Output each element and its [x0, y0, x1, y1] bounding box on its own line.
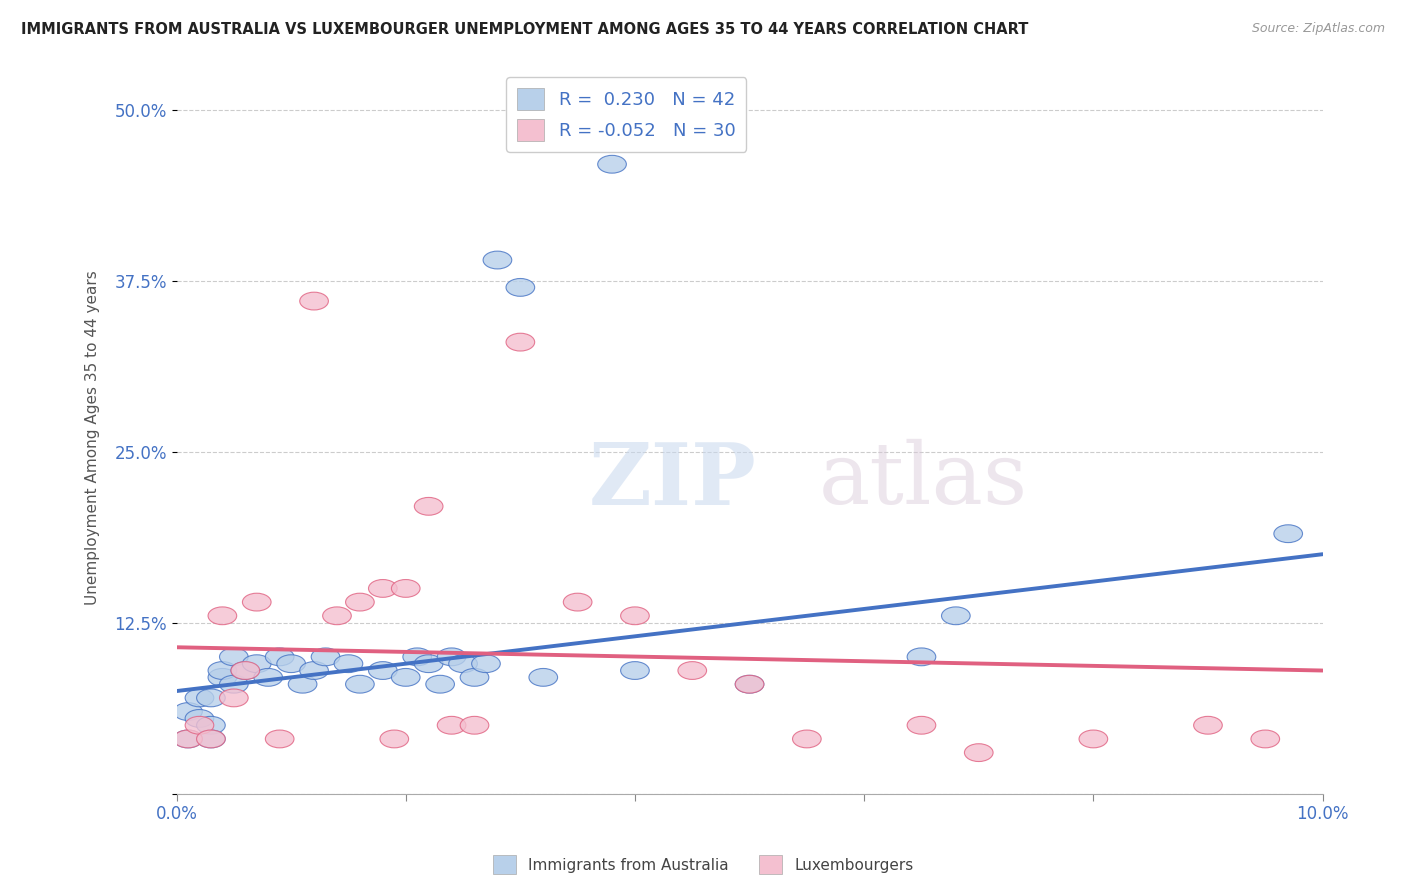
- Legend: Immigrants from Australia, Luxembourgers: Immigrants from Australia, Luxembourgers: [486, 849, 920, 880]
- Ellipse shape: [299, 293, 329, 310]
- Ellipse shape: [242, 655, 271, 673]
- Ellipse shape: [529, 668, 558, 686]
- Ellipse shape: [380, 730, 409, 747]
- Ellipse shape: [678, 662, 707, 680]
- Ellipse shape: [219, 675, 249, 693]
- Ellipse shape: [620, 662, 650, 680]
- Ellipse shape: [942, 607, 970, 624]
- Y-axis label: Unemployment Among Ages 35 to 44 years: Unemployment Among Ages 35 to 44 years: [86, 270, 100, 606]
- Ellipse shape: [219, 689, 249, 706]
- Ellipse shape: [197, 689, 225, 706]
- Ellipse shape: [254, 668, 283, 686]
- Ellipse shape: [449, 655, 478, 673]
- Ellipse shape: [1274, 524, 1302, 542]
- Text: atlas: atlas: [818, 439, 1028, 522]
- Legend: R =  0.230   N = 42, R = -0.052   N = 30: R = 0.230 N = 42, R = -0.052 N = 30: [506, 77, 747, 152]
- Text: IMMIGRANTS FROM AUSTRALIA VS LUXEMBOURGER UNEMPLOYMENT AMONG AGES 35 TO 44 YEARS: IMMIGRANTS FROM AUSTRALIA VS LUXEMBOURGE…: [21, 22, 1028, 37]
- Ellipse shape: [484, 252, 512, 268]
- Ellipse shape: [346, 675, 374, 693]
- Ellipse shape: [174, 730, 202, 747]
- Ellipse shape: [564, 593, 592, 611]
- Ellipse shape: [1251, 730, 1279, 747]
- Ellipse shape: [174, 730, 202, 747]
- Ellipse shape: [231, 662, 260, 680]
- Ellipse shape: [506, 334, 534, 351]
- Ellipse shape: [174, 703, 202, 721]
- Ellipse shape: [391, 668, 420, 686]
- Text: Source: ZipAtlas.com: Source: ZipAtlas.com: [1251, 22, 1385, 36]
- Text: ZIP: ZIP: [589, 439, 756, 523]
- Ellipse shape: [437, 648, 465, 665]
- Ellipse shape: [391, 580, 420, 598]
- Ellipse shape: [208, 662, 236, 680]
- Ellipse shape: [219, 648, 249, 665]
- Ellipse shape: [346, 593, 374, 611]
- Ellipse shape: [197, 730, 225, 747]
- Ellipse shape: [322, 607, 352, 624]
- Ellipse shape: [793, 730, 821, 747]
- Ellipse shape: [735, 675, 763, 693]
- Ellipse shape: [186, 709, 214, 727]
- Ellipse shape: [437, 716, 465, 734]
- Ellipse shape: [506, 278, 534, 296]
- Ellipse shape: [197, 716, 225, 734]
- Ellipse shape: [186, 689, 214, 706]
- Ellipse shape: [426, 675, 454, 693]
- Ellipse shape: [208, 607, 236, 624]
- Ellipse shape: [277, 655, 305, 673]
- Ellipse shape: [1078, 730, 1108, 747]
- Ellipse shape: [288, 675, 316, 693]
- Ellipse shape: [907, 648, 936, 665]
- Ellipse shape: [299, 662, 329, 680]
- Ellipse shape: [186, 716, 214, 734]
- Ellipse shape: [907, 716, 936, 734]
- Ellipse shape: [965, 744, 993, 762]
- Ellipse shape: [460, 716, 489, 734]
- Ellipse shape: [208, 668, 236, 686]
- Ellipse shape: [368, 580, 396, 598]
- Ellipse shape: [266, 730, 294, 747]
- Ellipse shape: [335, 655, 363, 673]
- Ellipse shape: [415, 498, 443, 516]
- Ellipse shape: [415, 655, 443, 673]
- Ellipse shape: [231, 662, 260, 680]
- Ellipse shape: [197, 730, 225, 747]
- Ellipse shape: [266, 648, 294, 665]
- Ellipse shape: [404, 648, 432, 665]
- Ellipse shape: [620, 607, 650, 624]
- Ellipse shape: [460, 668, 489, 686]
- Ellipse shape: [368, 662, 396, 680]
- Ellipse shape: [1194, 716, 1222, 734]
- Ellipse shape: [242, 593, 271, 611]
- Ellipse shape: [735, 675, 763, 693]
- Ellipse shape: [471, 655, 501, 673]
- Ellipse shape: [311, 648, 340, 665]
- Ellipse shape: [598, 155, 626, 173]
